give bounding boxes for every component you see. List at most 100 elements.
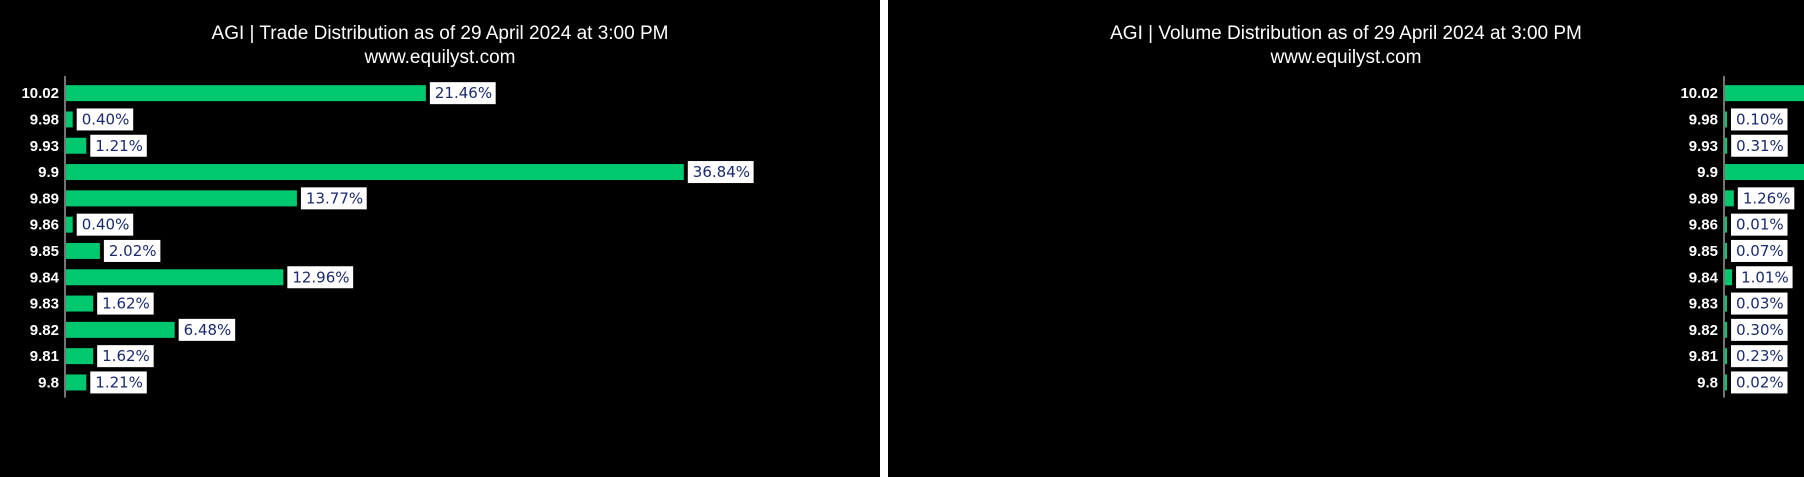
data-label: 0.07% [1736,242,1784,260]
data-label: 1.01% [1741,268,1789,286]
category-tick-label: 9.85 [30,243,59,260]
data-label: 13.77% [306,189,363,207]
data-label: 36.84% [693,163,750,181]
category-tick-label: 9.84 [30,269,60,286]
bar [1725,216,1727,233]
data-label: 0.03% [1736,295,1784,313]
data-label-box [76,213,134,236]
bar [1725,269,1733,286]
bar [66,321,175,338]
bar [66,164,684,181]
data-label: 2.02% [109,242,157,260]
bar [1725,242,1727,259]
data-label-box [1731,345,1788,368]
bar [1725,321,1728,338]
category-tick-label: 9.9 [38,164,59,181]
bar [66,348,94,365]
data-label-box [90,371,147,394]
bar [66,85,426,102]
data-label-box [1731,371,1788,394]
category-tick-label: 9.83 [30,296,59,313]
category-tick-label: 9.89 [1689,190,1718,207]
category-tick-label: 9.93 [30,138,59,155]
category-tick-label: 9.81 [30,348,59,365]
data-label-box [97,345,154,368]
data-label: 0.31% [1736,137,1784,155]
bar [66,216,73,233]
data-label: 12.96% [292,268,349,286]
data-label: 1.62% [102,347,150,365]
category-tick-label: 9.8 [1697,374,1718,391]
data-label-box [1731,292,1788,315]
category-tick-label: 9.85 [1689,243,1718,260]
category-tick-label: 9.82 [30,322,59,339]
data-label: 0.01% [1736,216,1784,234]
data-label-box [1731,239,1788,262]
data-label-box [1731,108,1788,131]
bar [1725,295,1727,312]
chart-subtitle: www.equilyst.com [1270,47,1422,68]
bar [66,137,87,154]
bar [66,190,297,207]
data-label: 1.21% [95,373,143,391]
bar [1725,190,1734,207]
bar [1725,164,1804,181]
bar [66,242,100,259]
category-tick-label: 9.8 [38,374,59,391]
data-label-box [687,161,754,184]
chart-subtitle: www.equilyst.com [364,47,516,68]
data-label: 1.62% [102,295,150,313]
data-label: 0.40% [82,216,130,234]
bar [66,269,284,286]
chart-title-text: AGI | Volume Distribution as of 29 April… [1110,23,1582,44]
category-tick-label: 9.98 [30,111,59,128]
data-label-box [1731,213,1788,236]
data-label-box [97,292,154,315]
data-label-box [76,108,134,131]
chart-title: AGI | Trade Distribution as of 29 April … [0,22,880,70]
chart-title-text: AGI | Trade Distribution as of 29 April … [211,23,669,44]
data-label: 1.26% [1743,189,1791,207]
category-tick-label: 9.83 [1689,296,1718,313]
category-tick-label: 9.9 [1697,164,1718,181]
bar [66,374,87,391]
data-label-box [178,318,236,341]
volume-distribution-panel: AGI | Volume Distribution as of 29 April… [888,0,1804,477]
category-tick-label: 9.93 [1689,138,1718,155]
data-label-box [300,187,367,210]
category-tick-label: 9.86 [1689,217,1718,234]
trade-distribution-panel: AGI | Trade Distribution as of 29 April … [0,0,880,477]
bar [1725,111,1727,128]
data-label: 0.10% [1736,110,1784,128]
category-tick-label: 9.89 [30,190,59,207]
bar [66,295,94,312]
data-label-box [90,134,147,157]
data-label-box [1731,134,1788,157]
bar [1725,85,1804,102]
data-label-box [103,239,161,262]
category-tick-label: 9.82 [1689,322,1718,339]
category-tick-label: 10.02 [1680,85,1718,102]
data-label: 21.46% [435,84,492,102]
bar [1725,137,1728,154]
data-label: 1.21% [95,137,143,155]
category-tick-label: 9.86 [30,217,59,234]
volume-distribution-chart: 10.0280.26%9.980.10%9.930.31%9.916.41%9.… [1680,76,1804,398]
data-label: 0.40% [82,110,130,128]
data-label-box [1736,266,1793,289]
data-label: 6.48% [184,321,232,339]
data-label-box [1737,187,1795,210]
bar [1725,374,1727,391]
category-tick-label: 10.02 [21,85,59,102]
bar [66,111,73,128]
data-label: 0.23% [1736,347,1784,365]
category-tick-label: 9.98 [1689,111,1718,128]
category-tick-label: 9.81 [1689,348,1718,365]
data-label: 0.30% [1736,321,1784,339]
data-label-box [1731,318,1788,341]
trade-distribution-chart: 10.02 21.46% 9.98 0.40% 9.93 1.21% 9.9 36.84% 9.… [21,76,754,398]
bar [1725,348,1727,365]
category-tick-label: 9.84 [1689,269,1719,286]
chart-title: AGI | Volume Distribution as of 29 April… [888,22,1804,70]
data-label-box [429,82,496,105]
